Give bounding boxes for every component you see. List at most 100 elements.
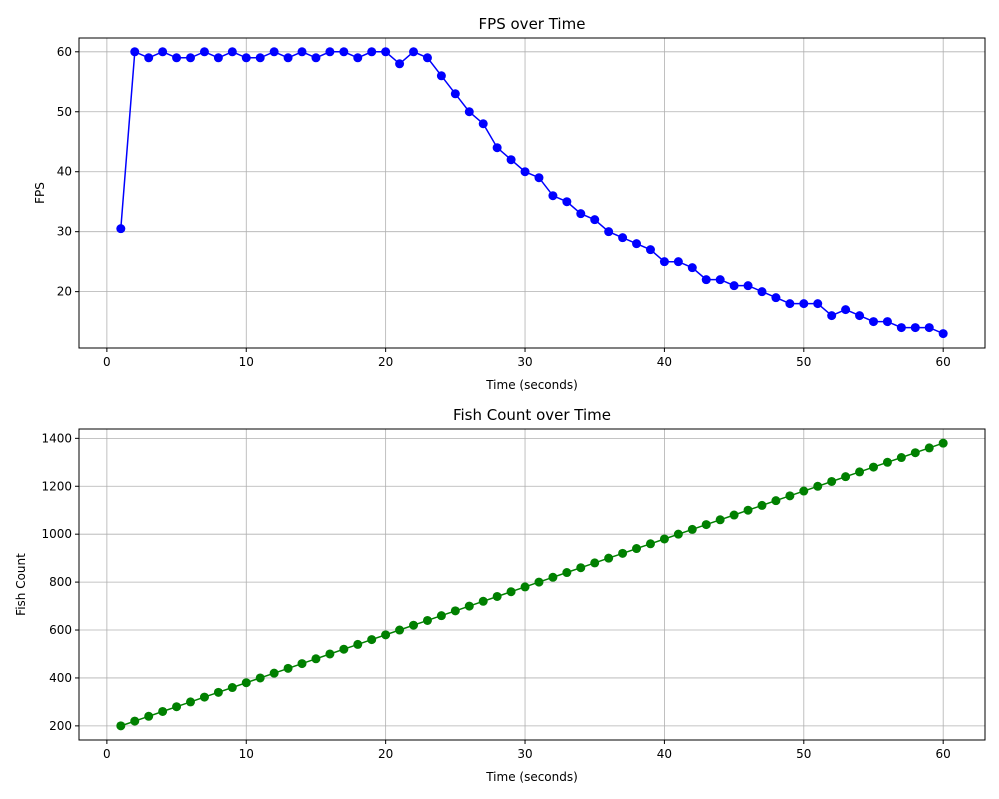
x-tick-label: 10 [239,747,254,761]
data-point [130,716,140,726]
data-point [896,323,906,333]
data-point [562,568,572,578]
y-axis-label: Fish Count [14,553,28,616]
y-tick-label: 1000 [41,527,72,541]
data-point [548,191,558,201]
data-point [297,659,307,669]
data-point [325,649,335,659]
data-point [687,263,697,273]
data-point [199,47,209,57]
data-point [827,311,837,321]
data-point [130,47,140,57]
data-point [715,515,725,525]
data-point [743,281,753,291]
data-point [673,529,683,539]
data-point [227,47,237,57]
data-point [757,500,767,510]
y-tick-label: 200 [49,719,72,733]
data-point [409,47,419,57]
data-point [938,329,948,339]
data-point [381,47,391,57]
data-point [172,702,182,712]
data-point [506,155,516,165]
data-point [771,496,781,506]
y-tick-label: 40 [57,165,72,179]
data-point [548,572,558,582]
data-point [938,438,948,448]
data-point [255,53,265,63]
chart-title: Fish Count over Time [453,406,611,424]
data-point [436,71,446,81]
data-point [882,457,892,467]
y-tick-label: 600 [49,623,72,637]
data-point [618,548,628,558]
data-point [506,587,516,597]
data-point [896,453,906,463]
data-point [520,167,530,177]
data-point [283,663,293,673]
data-point [576,209,586,219]
data-point [673,257,683,267]
data-point [422,615,432,625]
data-point [743,505,753,515]
data-point [910,323,920,333]
data-point [924,443,934,453]
x-tick-label: 30 [517,355,532,369]
data-point [701,275,711,285]
data-point [632,544,642,554]
data-point [395,59,405,69]
data-point [841,472,851,482]
data-point [785,491,795,501]
data-point [687,524,697,534]
x-axis-label: Time (seconds) [485,378,578,392]
data-point [520,582,530,592]
data-point [158,47,168,57]
chart-fps: FPS over Time Time (seconds) FPS 0 10 20 30… [33,15,986,392]
y-tick-label: 30 [57,225,72,239]
x-tick-label: 40 [657,747,672,761]
data-point [450,89,460,99]
x-tick-label: 0 [103,355,111,369]
x-tick-label: 50 [796,355,811,369]
data-point [478,119,488,129]
data-point [868,317,878,327]
x-tick-label: 60 [936,355,951,369]
data-point [353,639,363,649]
data-point [729,510,739,520]
y-tick-label: 20 [57,285,72,299]
y-axis-label: FPS [33,182,47,204]
data-point [269,47,279,57]
data-point [144,711,154,721]
data-point [339,644,349,654]
data-point [604,553,614,563]
data-point [590,558,600,568]
data-point [855,311,865,321]
data-point [464,601,474,611]
data-point [422,53,432,63]
data-point [701,520,711,530]
data-point [367,47,377,57]
data-point [186,53,196,63]
data-point [924,323,934,333]
data-point [729,281,739,291]
data-point [353,53,363,63]
data-point [116,721,126,731]
y-tick-label: 50 [57,105,72,119]
data-point [659,257,669,267]
data-point [478,596,488,606]
data-point [409,620,419,630]
data-point [799,486,809,496]
data-point [855,467,865,477]
data-point [757,287,767,297]
data-point [381,630,391,640]
axes-frame [78,428,986,741]
data-point [632,239,642,249]
data-point [367,635,377,645]
data-point [715,275,725,285]
data-point [492,143,502,153]
data-point [645,539,655,549]
x-tick-label: 0 [103,747,111,761]
data-point [450,606,460,616]
x-tick-label: 30 [517,747,532,761]
